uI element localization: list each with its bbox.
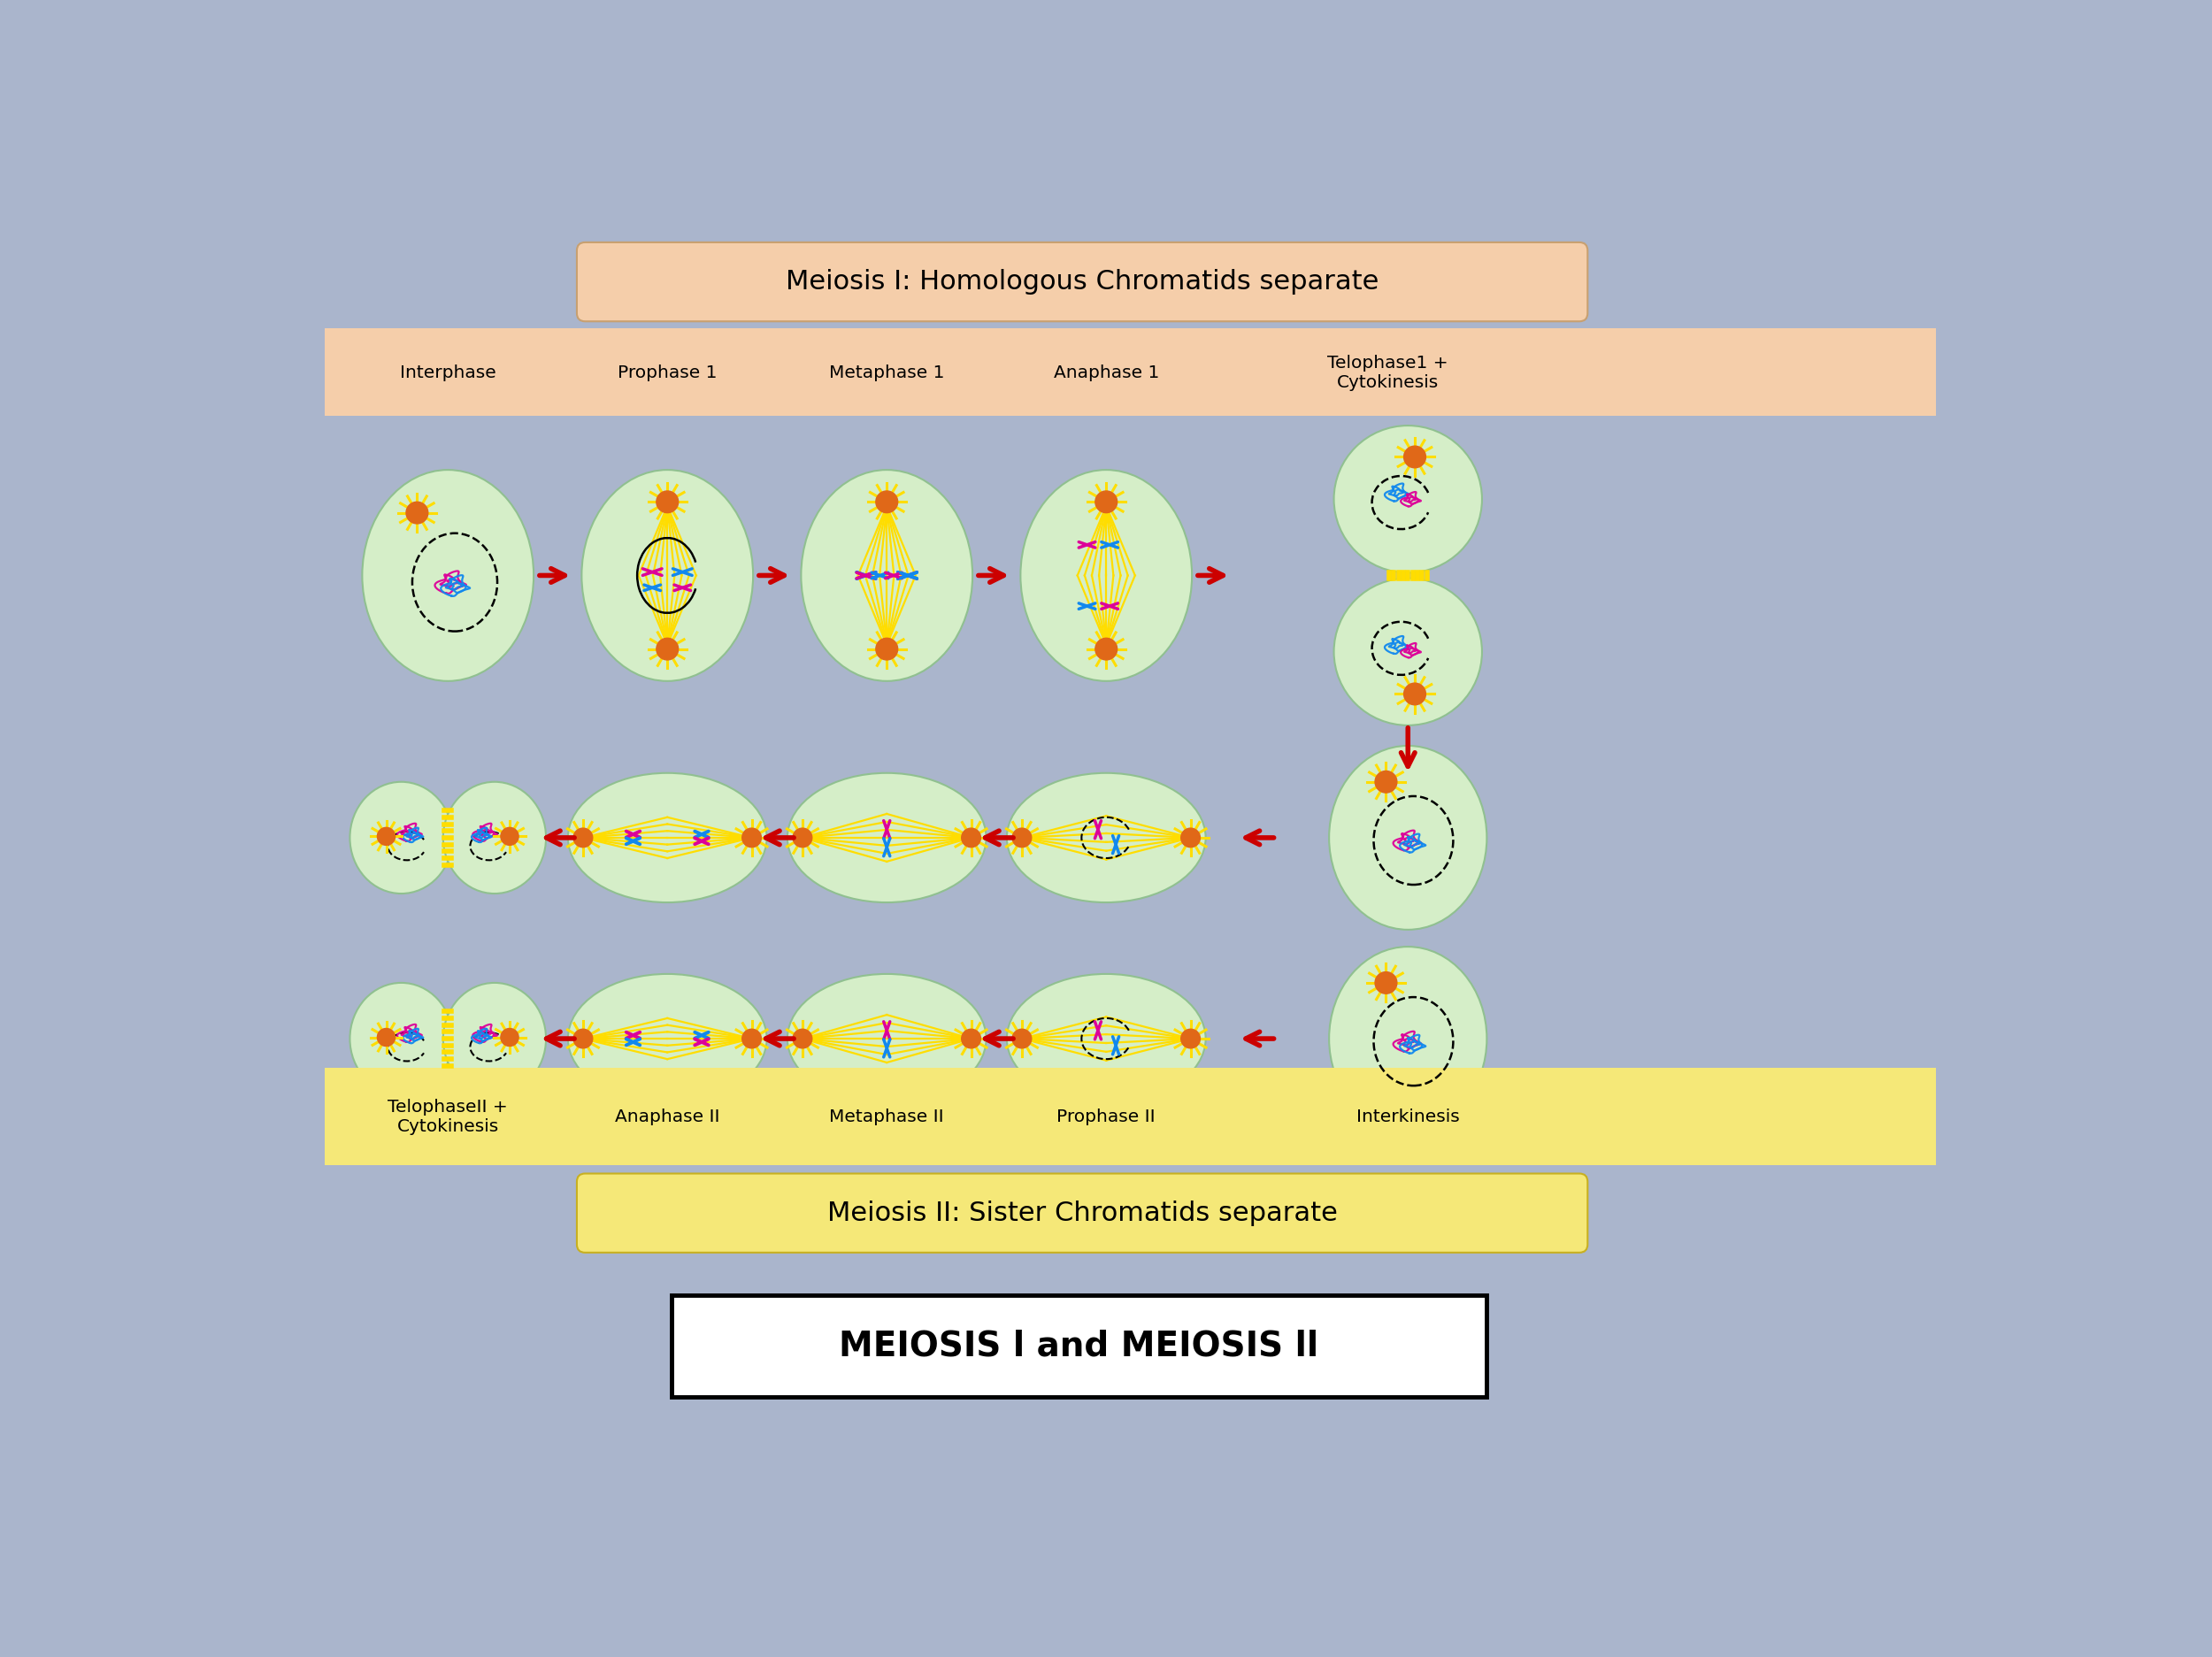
Bar bbox=[325, 328, 1936, 416]
Ellipse shape bbox=[568, 774, 768, 903]
Circle shape bbox=[378, 1029, 396, 1047]
Circle shape bbox=[657, 492, 679, 514]
Circle shape bbox=[792, 828, 812, 848]
Text: Anaphase 1: Anaphase 1 bbox=[1053, 365, 1159, 381]
Circle shape bbox=[1405, 684, 1427, 706]
Text: MEIOSIS l and MEIOSIS ll: MEIOSIS l and MEIOSIS ll bbox=[838, 1329, 1318, 1362]
Circle shape bbox=[378, 828, 396, 845]
Circle shape bbox=[876, 638, 898, 661]
Ellipse shape bbox=[442, 983, 546, 1095]
Circle shape bbox=[1013, 1029, 1031, 1049]
Circle shape bbox=[500, 1029, 518, 1047]
FancyBboxPatch shape bbox=[577, 244, 1588, 321]
Circle shape bbox=[1376, 772, 1398, 794]
Circle shape bbox=[573, 1029, 593, 1049]
Circle shape bbox=[657, 638, 679, 661]
Ellipse shape bbox=[1329, 948, 1486, 1132]
Circle shape bbox=[1376, 973, 1398, 994]
Ellipse shape bbox=[1334, 578, 1482, 726]
Circle shape bbox=[1013, 828, 1031, 848]
Ellipse shape bbox=[568, 974, 768, 1104]
Ellipse shape bbox=[1329, 746, 1486, 930]
Text: TelophaseII +
Cytokinesis: TelophaseII + Cytokinesis bbox=[387, 1099, 509, 1135]
Text: Meiosis II: Sister Chromatids separate: Meiosis II: Sister Chromatids separate bbox=[827, 1200, 1338, 1226]
Circle shape bbox=[741, 828, 761, 848]
FancyBboxPatch shape bbox=[672, 1296, 1486, 1397]
Ellipse shape bbox=[1006, 974, 1206, 1104]
Ellipse shape bbox=[787, 774, 987, 903]
Circle shape bbox=[1405, 447, 1427, 469]
FancyBboxPatch shape bbox=[577, 1173, 1588, 1253]
Ellipse shape bbox=[349, 782, 453, 895]
Circle shape bbox=[573, 828, 593, 848]
Text: Prophase 1: Prophase 1 bbox=[617, 365, 717, 381]
Ellipse shape bbox=[1006, 774, 1206, 903]
Circle shape bbox=[407, 502, 429, 524]
Text: Metaphase 1: Metaphase 1 bbox=[830, 365, 945, 381]
Text: Interkinesis: Interkinesis bbox=[1356, 1109, 1460, 1125]
Ellipse shape bbox=[801, 471, 973, 681]
Circle shape bbox=[962, 1029, 980, 1049]
Text: Prophase II: Prophase II bbox=[1057, 1109, 1155, 1125]
Circle shape bbox=[741, 1029, 761, 1049]
Circle shape bbox=[500, 828, 518, 845]
Ellipse shape bbox=[787, 974, 987, 1104]
Bar bbox=[325, 1069, 1936, 1165]
Circle shape bbox=[876, 492, 898, 514]
Circle shape bbox=[962, 828, 980, 848]
Circle shape bbox=[1095, 492, 1117, 514]
Circle shape bbox=[1181, 828, 1201, 848]
Text: Meiosis I: Homologous Chromatids separate: Meiosis I: Homologous Chromatids separat… bbox=[785, 268, 1378, 295]
Text: Metaphase II: Metaphase II bbox=[830, 1109, 945, 1125]
Circle shape bbox=[1095, 638, 1117, 661]
Ellipse shape bbox=[1334, 426, 1482, 573]
Text: Anaphase II: Anaphase II bbox=[615, 1109, 719, 1125]
Ellipse shape bbox=[582, 471, 752, 681]
Ellipse shape bbox=[363, 471, 533, 681]
Ellipse shape bbox=[349, 983, 453, 1095]
Text: Interphase: Interphase bbox=[400, 365, 495, 381]
Text: Telophase1 +
Cytokinesis: Telophase1 + Cytokinesis bbox=[1327, 355, 1449, 391]
Circle shape bbox=[1181, 1029, 1201, 1049]
Ellipse shape bbox=[442, 782, 546, 895]
Ellipse shape bbox=[1020, 471, 1192, 681]
Circle shape bbox=[792, 1029, 812, 1049]
